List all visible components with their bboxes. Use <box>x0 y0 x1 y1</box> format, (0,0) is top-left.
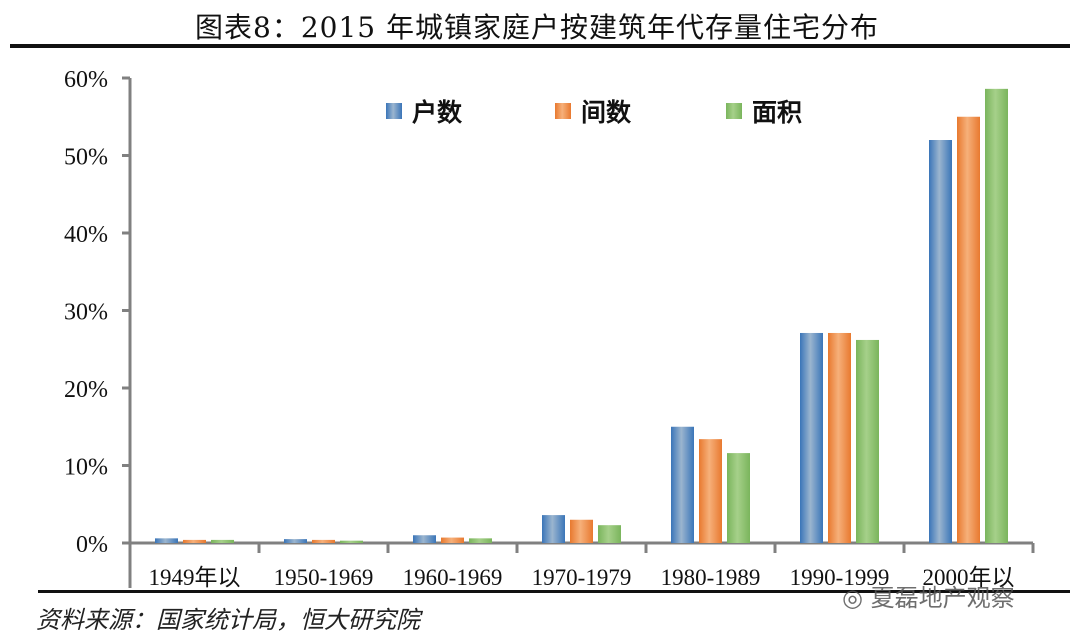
bar-面积-1980-1989 <box>727 453 750 543</box>
bar-户数-1980-1989 <box>671 426 694 543</box>
y-tick-label: 0% <box>76 532 108 558</box>
bar-户数-1960-1969 <box>413 535 436 543</box>
x-tick-label: 1990-1999 <box>790 565 890 590</box>
y-tick-label: 60% <box>64 67 108 93</box>
title-rule <box>10 44 1070 48</box>
bar-面积-1990-1999 <box>856 339 879 543</box>
x-tick-label: 1949年以 <box>149 565 241 590</box>
x-tick-label: 2000年以 <box>923 565 1015 590</box>
legend-swatch-1 <box>555 103 571 119</box>
watermark: ◎ 夏磊地产观察 <box>842 578 1015 613</box>
bar-面积-1960-1969 <box>469 538 492 543</box>
bottom-rule <box>38 590 1070 593</box>
bar-户数-1970-1979 <box>542 515 565 543</box>
legend-label-2: 面积 <box>752 99 802 127</box>
bar-面积-2000年以 <box>985 88 1008 543</box>
bar-间数-1950-1969 <box>312 539 335 543</box>
watermark-text: 夏磊地产观察 <box>870 584 1015 612</box>
bar-间数-1990-1999 <box>828 332 851 543</box>
bar-面积-1949年以 <box>211 539 234 543</box>
bar-面积-1950-1969 <box>340 540 363 543</box>
y-tick-label: 10% <box>64 455 108 481</box>
bar-间数-1980-1989 <box>699 439 722 543</box>
legend-swatch-0 <box>386 103 402 119</box>
x-tick-label: 1980-1989 <box>661 565 761 590</box>
bar-户数-1950-1969 <box>284 539 307 543</box>
wechat-icon: ◎ <box>842 584 863 612</box>
y-tick-label: 40% <box>64 222 108 248</box>
x-tick-label: 1950-1969 <box>274 565 374 590</box>
x-tick-label: 1970-1979 <box>532 565 632 590</box>
bar-户数-1990-1999 <box>800 332 823 543</box>
y-tick-label: 20% <box>64 377 108 403</box>
bar-间数-1960-1969 <box>441 537 464 543</box>
bar-间数-1949年以 <box>183 539 206 543</box>
bar-户数-1949年以 <box>155 538 178 543</box>
x-tick-label: 1960-1969 <box>403 565 503 590</box>
legend-label-0: 户数 <box>412 98 463 127</box>
legend-label-1: 间数 <box>581 99 632 127</box>
y-tick-label: 30% <box>64 300 108 326</box>
legend-swatch-2 <box>726 103 742 119</box>
bar-间数-2000年以 <box>957 116 980 543</box>
bar-面积-1970-1979 <box>598 525 621 543</box>
source-note: 资料来源：国家统计局，恒大研究院 <box>36 606 420 634</box>
chart-title: 图表8：2015 年城镇家庭户按建筑年代存量住宅分布 <box>195 11 879 44</box>
bar-chart: 0% 10% 20% 30% 40% 50% 60% 1949年以 1950-1969 1960-… <box>64 67 1035 590</box>
y-tick-label: 50% <box>64 145 108 171</box>
bar-间数-1970-1979 <box>570 519 593 543</box>
bar-户数-2000年以 <box>929 140 952 543</box>
